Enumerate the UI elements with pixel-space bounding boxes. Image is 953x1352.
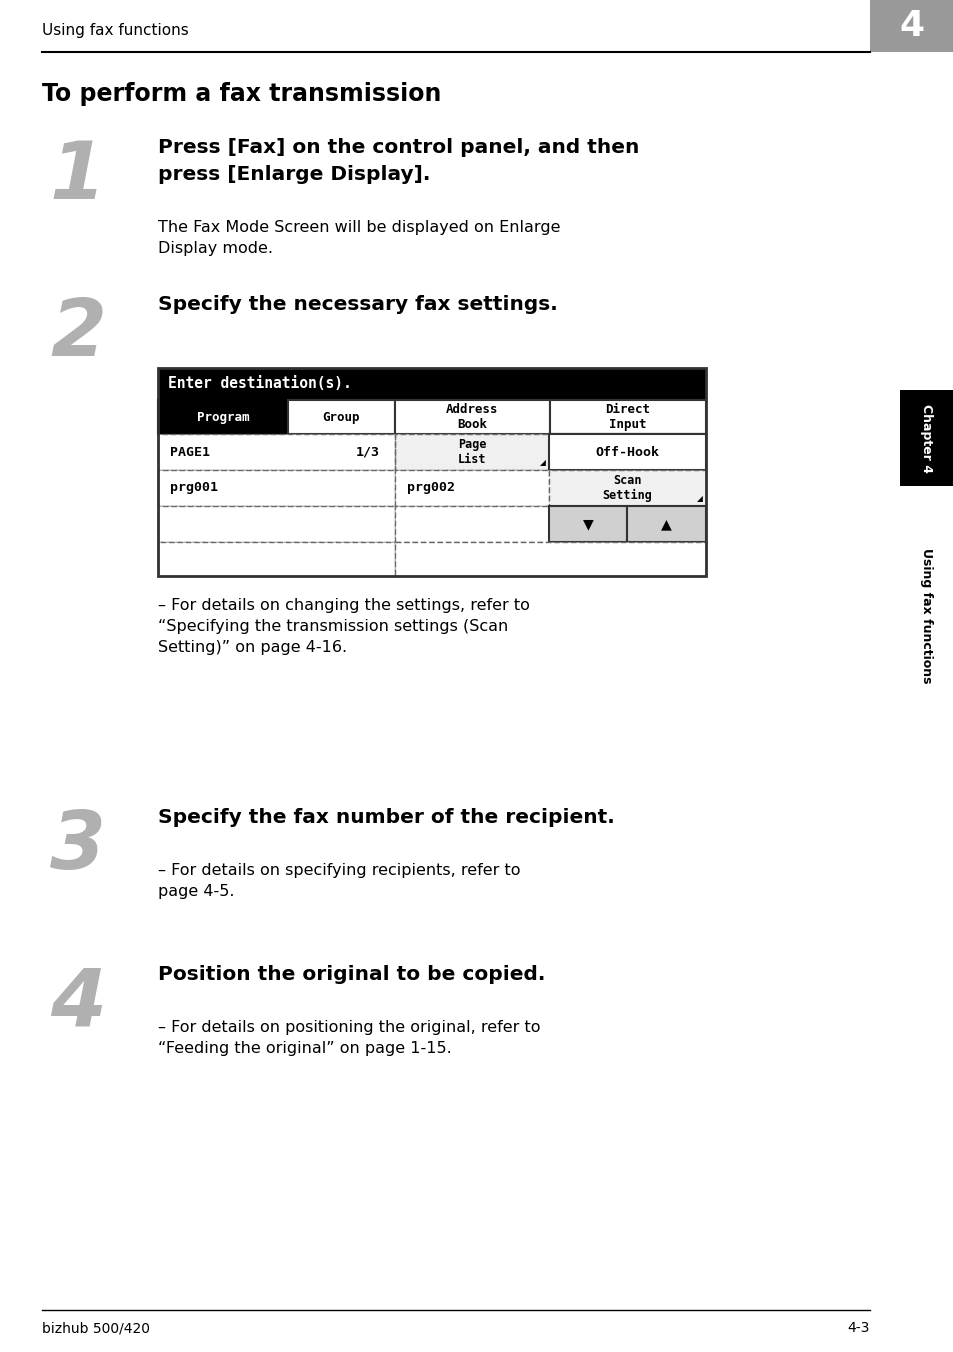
Bar: [395, 434, 548, 470]
Bar: [395, 542, 705, 576]
Text: 1: 1: [50, 138, 106, 216]
Bar: [899, 389, 953, 485]
Bar: [158, 470, 395, 506]
Bar: [548, 470, 705, 506]
Bar: [158, 506, 395, 542]
Text: Chapter 4: Chapter 4: [920, 403, 933, 472]
Bar: [869, 0, 953, 51]
Text: Using fax functions: Using fax functions: [42, 23, 189, 38]
Text: ▲: ▲: [660, 515, 671, 533]
Bar: [158, 400, 288, 434]
Bar: [548, 506, 626, 542]
Text: The Fax Mode Screen will be displayed on Enlarge
Display mode.: The Fax Mode Screen will be displayed on…: [158, 220, 560, 256]
Text: prg001: prg001: [170, 481, 218, 495]
Bar: [395, 506, 548, 542]
Text: To perform a fax transmission: To perform a fax transmission: [42, 82, 441, 105]
Text: – For details on specifying recipients, refer to
page 4-5.: – For details on specifying recipients, …: [158, 863, 520, 899]
Text: – For details on changing the settings, refer to
“Specifying the transmission se: – For details on changing the settings, …: [158, 598, 529, 654]
Text: ◢: ◢: [697, 493, 702, 503]
Text: Address
Book: Address Book: [446, 403, 498, 431]
Bar: [395, 400, 550, 434]
Text: 1/3: 1/3: [355, 446, 379, 458]
Bar: [550, 400, 705, 434]
Bar: [288, 400, 395, 434]
Text: 4: 4: [899, 9, 923, 43]
Bar: [158, 542, 395, 576]
Text: Off-Hook: Off-Hook: [595, 446, 659, 458]
Text: Direct
Input: Direct Input: [605, 403, 650, 431]
Text: Enter destination(s).: Enter destination(s).: [168, 376, 352, 392]
Text: – For details on positioning the original, refer to
“Feeding the original” on pa: – For details on positioning the origina…: [158, 1019, 540, 1056]
Text: Group: Group: [322, 411, 360, 423]
Text: bizhub 500/420: bizhub 500/420: [42, 1321, 150, 1334]
Text: 3: 3: [50, 808, 106, 886]
Bar: [158, 434, 548, 470]
Text: Position the original to be copied.: Position the original to be copied.: [158, 965, 545, 984]
Text: prg002: prg002: [407, 481, 455, 495]
Text: 4-3: 4-3: [846, 1321, 869, 1334]
Text: Page
List: Page List: [457, 438, 486, 466]
Text: Specify the fax number of the recipient.: Specify the fax number of the recipient.: [158, 808, 614, 827]
Bar: [548, 434, 705, 470]
Text: Specify the necessary fax settings.: Specify the necessary fax settings.: [158, 295, 558, 314]
Bar: [548, 434, 705, 470]
Text: PAGE1: PAGE1: [170, 446, 210, 458]
Text: Scan
Setting: Scan Setting: [602, 475, 652, 502]
Text: ▼: ▼: [582, 515, 593, 533]
Bar: [395, 470, 548, 506]
Text: 4: 4: [50, 965, 106, 1042]
Bar: [626, 506, 705, 542]
Text: 2: 2: [50, 295, 106, 373]
Text: Using fax functions: Using fax functions: [920, 549, 933, 684]
Bar: [158, 368, 705, 576]
Text: Press [Fax] on the control panel, and then
press [Enlarge Display].: Press [Fax] on the control panel, and th…: [158, 138, 639, 184]
Bar: [158, 368, 705, 400]
Text: Program: Program: [196, 411, 249, 423]
Text: ◢: ◢: [539, 458, 545, 466]
